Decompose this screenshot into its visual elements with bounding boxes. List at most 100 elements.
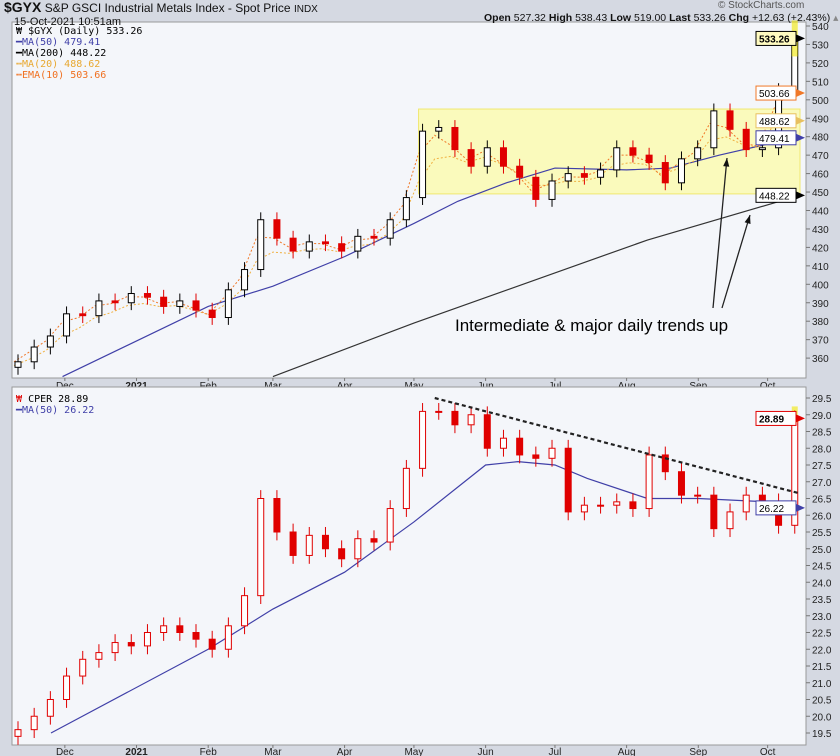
y-tick-label: 530 <box>812 40 829 51</box>
last-label: Last <box>669 12 691 24</box>
candle-body <box>677 471 685 496</box>
candle-body <box>645 454 653 510</box>
trend-annotation: Intermediate & major daily trends up <box>455 316 729 335</box>
candle-body <box>467 149 475 167</box>
candle-body <box>192 300 200 311</box>
y-tick-label: 490 <box>812 114 829 125</box>
high-value: 538.43 <box>575 12 608 24</box>
candle-body <box>710 110 718 149</box>
candle-body <box>14 361 22 368</box>
candle-body <box>273 219 281 239</box>
candle-body <box>742 128 750 151</box>
candle-body <box>321 534 329 550</box>
candle-body <box>192 632 200 640</box>
y-tick-label: 26.5 <box>812 495 832 506</box>
candle-body <box>419 130 427 199</box>
candle-body <box>143 632 151 647</box>
candle-body <box>289 531 297 556</box>
y-tick-label: 20.5 <box>812 696 832 707</box>
y-tick-label: 28.5 <box>812 428 832 439</box>
candle-body <box>79 658 87 677</box>
arrow-to-ma50 <box>712 157 728 309</box>
value-label-pointer <box>796 133 805 142</box>
legend-ma20: ┅MA(20) 488.62 <box>16 59 101 70</box>
y-tick-label: 20.0 <box>812 712 832 723</box>
value-label-pointer <box>796 503 805 512</box>
x-tick-label: Feb <box>200 747 218 756</box>
legend-ma50: ━MA(50) 479.41 <box>16 37 101 48</box>
candle-body <box>532 454 540 459</box>
symbol: $GYX <box>4 0 42 15</box>
candle-body <box>629 501 637 510</box>
candle-body <box>694 494 702 497</box>
y-tick-label: 500 <box>812 96 829 107</box>
candle-body <box>564 173 572 182</box>
arrow-to-ma200 <box>721 214 751 309</box>
ema10-line <box>13 92 792 363</box>
candle-body <box>677 158 685 184</box>
candle-body <box>289 237 297 252</box>
candle-body <box>305 241 313 252</box>
collapse-icon[interactable]: ▴ <box>833 12 839 24</box>
candle-body <box>370 538 378 543</box>
candle-body <box>46 699 54 717</box>
candle-body <box>257 498 265 597</box>
y-tick-label: 26.0 <box>812 511 832 522</box>
candle-body <box>499 147 507 167</box>
candle-body <box>208 638 216 650</box>
top-legend: ₩ $GYX (Daily) 533.26 ━MA(50) 479.41 ━MA… <box>16 26 142 81</box>
y-tick-label: 19.5 <box>812 729 832 740</box>
candle-body <box>14 729 22 737</box>
y-tick-label: 420 <box>812 243 829 254</box>
value-label: 479.41 <box>759 134 790 145</box>
candle-body <box>451 410 459 426</box>
candle-body <box>661 454 669 473</box>
candle-body <box>321 241 329 245</box>
y-tick-label: 29.5 <box>812 394 832 405</box>
y-tick-label: 440 <box>812 207 829 218</box>
y-tick-label: 24.0 <box>812 578 832 589</box>
candle-body <box>516 437 524 456</box>
y-tick-label: 23.5 <box>812 595 832 606</box>
value-label-pointer <box>796 34 805 43</box>
value-label: 503.66 <box>759 89 790 100</box>
y-tick-label: 28.0 <box>812 444 832 455</box>
candle-body <box>111 642 119 654</box>
ohlc-bar: Open 527.32 High 538.43 Low 519.00 Last … <box>484 12 838 24</box>
value-label-pointer <box>796 191 805 200</box>
exchange: INDX <box>293 4 318 15</box>
ma200-line <box>272 194 801 378</box>
y-tick-label: 29.0 <box>812 411 832 422</box>
candle-body <box>354 235 362 252</box>
arrow-to-ma200-head <box>744 215 751 224</box>
candle-body <box>580 173 588 178</box>
y-tick-label: 25.0 <box>812 545 832 556</box>
y-tick-label: 390 <box>812 299 829 310</box>
y-tick-label: 450 <box>812 188 829 199</box>
candle-body <box>370 235 378 239</box>
candle-body <box>435 126 443 132</box>
candle-body <box>46 335 54 348</box>
value-label-pointer <box>796 89 805 98</box>
x-tick-label: Apr <box>337 747 353 756</box>
x-tick-label: Jun <box>478 747 494 756</box>
candle-body <box>176 300 184 307</box>
candle-body <box>386 219 394 239</box>
candle-body <box>143 293 151 298</box>
candle-body <box>30 346 38 363</box>
y-tick-label: 23.0 <box>812 612 832 623</box>
y-tick-label: 410 <box>812 262 829 273</box>
candle-body <box>726 110 734 130</box>
y-tick-label: 540 <box>812 22 829 33</box>
legend-ema10: ┅EMA(10) 503.66 <box>16 70 107 81</box>
y-tick-label: 25.5 <box>812 528 832 539</box>
ma50-line <box>50 461 801 734</box>
candle-icon: ₩ <box>16 26 23 37</box>
candle-body <box>645 154 653 164</box>
x-tick-label: 2021 <box>125 747 148 756</box>
candle-body <box>160 625 168 633</box>
candle-body <box>95 652 103 660</box>
legend-ma200: ━MA(200) 448.22 <box>16 48 107 59</box>
candle-body <box>710 494 718 530</box>
candle-body <box>694 147 702 160</box>
